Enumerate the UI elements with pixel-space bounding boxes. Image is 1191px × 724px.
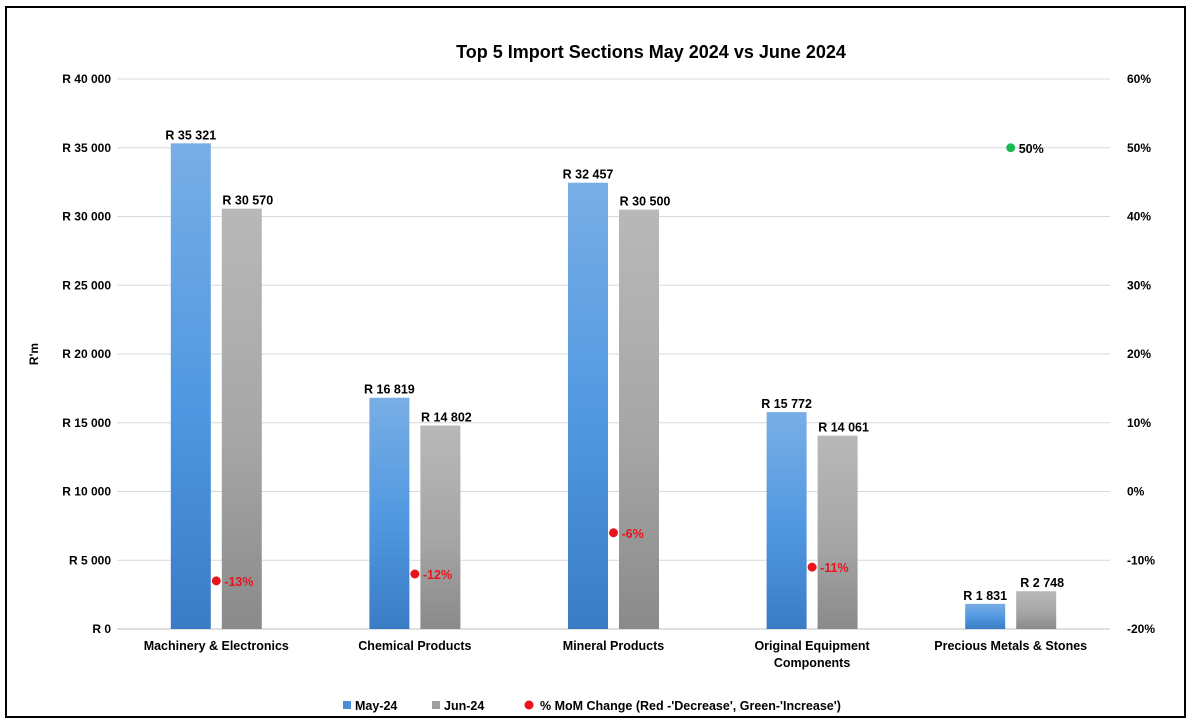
bar-may: [965, 603, 1006, 629]
y2-tick-label: 50%: [1127, 141, 1151, 155]
pct-label: 50%: [1019, 142, 1044, 156]
data-label: R 30 570: [222, 194, 273, 208]
bar-jun: [420, 425, 461, 629]
legend-label-may: May-24: [355, 699, 397, 713]
y-tick-label: R 15 000: [62, 416, 111, 430]
data-label: R 35 321: [165, 128, 216, 142]
chart-canvas: Top 5 Import Sections May 2024 vs June 2…: [27, 42, 1155, 713]
data-label: R 1 831: [963, 589, 1007, 603]
data-label: R 15 772: [761, 397, 812, 411]
gridlines: [117, 78, 1110, 630]
pct-label: -6%: [622, 527, 644, 541]
y-tick-label: R 0: [92, 622, 111, 636]
y2-tick-label: -20%: [1127, 622, 1155, 636]
y2-tick-label: 60%: [1127, 72, 1151, 86]
x-category-label: Mineral Products: [563, 639, 664, 653]
bars: R 35 321 R 30 570 R 16 819 R 14 802 R 32 457…: [165, 128, 1064, 629]
legend-label-jun: Jun-24: [444, 699, 484, 713]
y-tick-label: R 20 000: [62, 347, 111, 361]
y-axis-label: R'm: [27, 343, 41, 365]
bar-jun: [221, 208, 262, 629]
bar-may: [369, 397, 410, 629]
y-tick-label: R 30 000: [62, 210, 111, 224]
pct-point: [410, 569, 420, 579]
y2-tick-label: 40%: [1127, 210, 1151, 224]
bar-jun: [817, 435, 858, 629]
y-tick-label: R 35 000: [62, 141, 111, 155]
bar-may: [568, 182, 608, 629]
pct-label: -12%: [423, 568, 452, 582]
legend-swatch-may: [343, 701, 351, 709]
legend: May-24 Jun-24 % MoM Change (Red -'Decrea…: [343, 699, 841, 713]
pct-point: [807, 562, 817, 572]
pct-point: [609, 528, 618, 538]
x-category-label: Precious Metals & Stones: [934, 639, 1087, 653]
y-tick-label: R 25 000: [62, 278, 111, 292]
x-category-label: Chemical Products: [358, 639, 471, 653]
legend-label-pct: % MoM Change (Red -'Decrease', Green-'In…: [540, 699, 841, 713]
pct-label: -11%: [820, 561, 849, 575]
y2-tick-label: 10%: [1127, 416, 1151, 430]
data-label: R 14 802: [421, 410, 472, 424]
pct-point: [211, 576, 221, 586]
bar-jun: [1016, 591, 1057, 629]
x-axis-categories: Machinery & Electronics Chemical Products…: [144, 639, 1087, 670]
y2-tick-label: 20%: [1127, 347, 1151, 361]
y2-tick-label: -10%: [1127, 553, 1155, 567]
bar-may: [766, 412, 807, 629]
chart-frame: Top 5 Import Sections May 2024 vs June 2…: [5, 6, 1186, 718]
y-tick-label: R 40 000: [62, 72, 111, 86]
y-tick-label: R 10 000: [62, 485, 111, 499]
data-label: R 14 061: [818, 421, 869, 435]
y-tick-label: R 5 000: [69, 553, 111, 567]
data-label: R 30 500: [620, 195, 671, 209]
legend-swatch-pct: [524, 700, 534, 710]
x-category-label: Machinery & Electronics: [144, 639, 289, 653]
pct-label: -13%: [224, 575, 253, 589]
y-axis-left: R 0 R 5 000 R 10 000 R 15 000 R 20 000 R 25 0…: [62, 72, 111, 636]
data-label: R 16 819: [364, 383, 415, 397]
x-category-label: Components: [774, 656, 850, 670]
y2-tick-label: 30%: [1127, 278, 1151, 292]
data-label: R 32 457: [563, 168, 614, 182]
bar-may: [170, 143, 211, 629]
pct-point: [1006, 143, 1016, 153]
y-axis-right: -20% -10% 0% 10% 20% 30% 40% 50% 60%: [1127, 72, 1155, 636]
chart-title: Top 5 Import Sections May 2024 vs June 2…: [456, 42, 846, 62]
data-label: R 2 748: [1020, 576, 1064, 590]
bar-jun: [619, 209, 659, 629]
y2-tick-label: 0%: [1127, 485, 1145, 499]
legend-swatch-jun: [432, 701, 440, 709]
pct-change-series: -13% -12% -6% -11% 50%: [211, 142, 1044, 589]
x-category-label: Original Equipment: [754, 639, 870, 653]
